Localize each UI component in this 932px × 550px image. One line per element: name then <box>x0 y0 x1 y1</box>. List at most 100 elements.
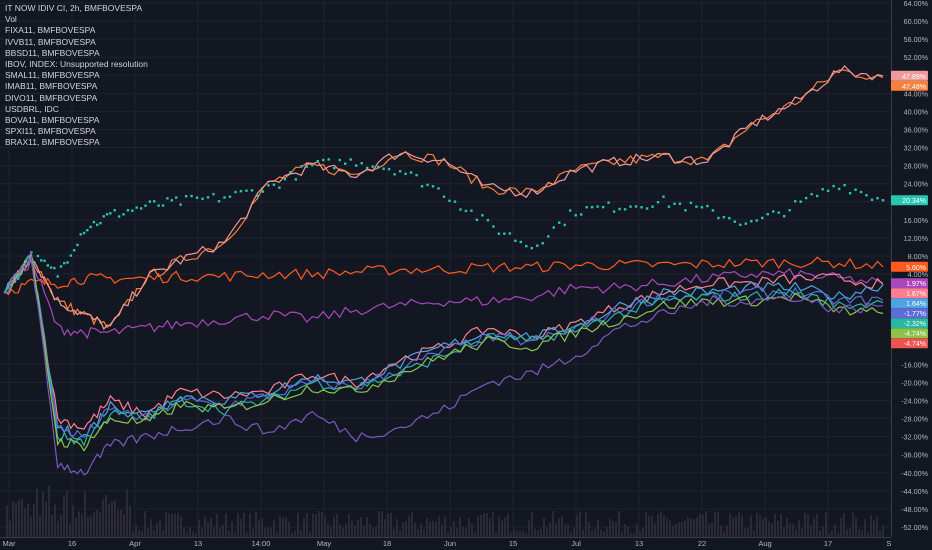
volume-bar <box>720 525 722 537</box>
series-point <box>728 216 731 220</box>
series-point <box>755 219 758 222</box>
price-label-box <box>891 298 928 309</box>
price-label-box <box>891 288 928 299</box>
series-point <box>750 219 753 223</box>
volume-bar <box>648 515 650 537</box>
volume-bar <box>669 520 671 537</box>
volume-bar <box>681 522 683 537</box>
volume-bar <box>717 511 719 537</box>
volume-bar <box>90 515 92 537</box>
legend-item-divo11[interactable]: DIVO11, BMFBOVESPA <box>5 92 98 103</box>
series-point <box>442 195 446 198</box>
volume-bar <box>765 517 767 537</box>
volume-bar <box>615 522 617 537</box>
series-line <box>4 256 884 440</box>
legend-item-volume[interactable]: Vol <box>5 14 17 25</box>
price-label: 5.60% <box>906 265 926 272</box>
volume-bar <box>555 523 557 537</box>
series-point <box>223 196 226 199</box>
volume-bar <box>861 530 863 537</box>
y-tick-label: -28.00% <box>901 415 928 424</box>
legend-item-smal11[interactable]: SMAL11, BMFBOVESPA <box>5 70 100 81</box>
legend-item-brax11[interactable]: BRAX11, BMFBOVESPA <box>5 137 100 148</box>
price-label-box <box>891 195 928 206</box>
volume-bar <box>195 532 197 537</box>
volume-bar <box>594 528 596 537</box>
series-point <box>283 177 287 181</box>
volume-bar <box>327 523 329 537</box>
y-tick-label: -52.00% <box>901 523 928 532</box>
x-tick-label: Jun <box>444 539 456 548</box>
volume-bar <box>699 513 701 537</box>
legend-item-bbsd11[interactable]: BBSD11, BMFBOVESPA <box>5 47 100 58</box>
volume-bar <box>873 519 875 537</box>
legend-item-bova11[interactable]: BOVA11, BMFBOVESPA <box>5 115 100 126</box>
x-tick-label: 17 <box>824 539 832 548</box>
series-point <box>558 221 561 224</box>
volume-bar <box>564 524 566 537</box>
volume-bar <box>864 519 866 537</box>
volume-bar <box>81 514 83 537</box>
volume-bar <box>393 528 395 537</box>
volume-bar <box>267 528 269 537</box>
series-point <box>777 211 780 214</box>
series-line <box>4 256 884 296</box>
series-point <box>66 261 69 264</box>
volume-bar <box>135 524 137 537</box>
volume-bar <box>351 520 353 537</box>
series-point <box>148 200 152 203</box>
legend-item-fixa11[interactable]: FIXA11, BMFBOVESPA <box>5 25 96 36</box>
volume-bar <box>96 509 98 537</box>
price-label: -4.74% <box>904 331 926 338</box>
series-point <box>404 172 407 176</box>
series-point <box>166 197 169 200</box>
volume-bar <box>693 519 695 537</box>
volume-bar <box>276 531 278 537</box>
volume-bar <box>678 522 680 537</box>
legend-item-usdbrl[interactable]: USDBRL, IDC <box>5 103 59 114</box>
series-point <box>508 232 512 235</box>
volume-bar <box>192 531 194 537</box>
series-point <box>826 189 830 193</box>
series-point <box>49 266 53 269</box>
series-point <box>190 194 193 198</box>
series-point <box>569 209 572 212</box>
volume-bar <box>504 517 506 537</box>
volume-bar <box>702 514 704 537</box>
legend-item-ivvb11[interactable]: IVVB11, BMFBOVESPA <box>5 36 96 47</box>
y-tick-label: -16.00% <box>901 360 928 369</box>
series-point <box>870 198 874 202</box>
series-point <box>206 196 210 199</box>
series-point <box>305 165 309 168</box>
volume-bar <box>324 516 326 537</box>
volume-bar <box>432 520 434 537</box>
series-point <box>854 188 857 191</box>
volume-bar <box>726 525 728 537</box>
volume-bar <box>168 513 170 537</box>
volume-bar <box>468 518 470 537</box>
volume-bar <box>381 511 383 537</box>
series-point <box>239 189 243 193</box>
volume-bar <box>786 517 788 537</box>
series-point <box>217 200 221 203</box>
series-point <box>651 205 654 208</box>
volume-bar <box>9 520 11 537</box>
volume-bar <box>831 530 833 537</box>
legend-item-spxi11[interactable]: SPXI11, BMFBOVESPA <box>5 126 96 137</box>
volume-bar <box>321 512 323 537</box>
series-point <box>739 223 742 226</box>
y-tick-label: -24.00% <box>901 397 928 406</box>
legend-item-main[interactable]: IT NOW IDIV CI, 2h, BMFBOVESPA <box>5 3 143 13</box>
y-tick-label: 28.00% <box>904 162 929 171</box>
legend-item-ibov[interactable]: IBOV, INDEX: Unsupported resolution <box>5 59 148 70</box>
volume-bar <box>357 519 359 537</box>
volume-bar <box>795 528 797 537</box>
series-point <box>815 194 819 198</box>
legend-item-imab11[interactable]: IMAB11, BMFBOVESPA <box>5 81 98 92</box>
volume-bar <box>405 520 407 537</box>
axis-corner <box>891 537 932 550</box>
volume-bar <box>420 523 422 537</box>
volume-bar <box>582 529 584 537</box>
